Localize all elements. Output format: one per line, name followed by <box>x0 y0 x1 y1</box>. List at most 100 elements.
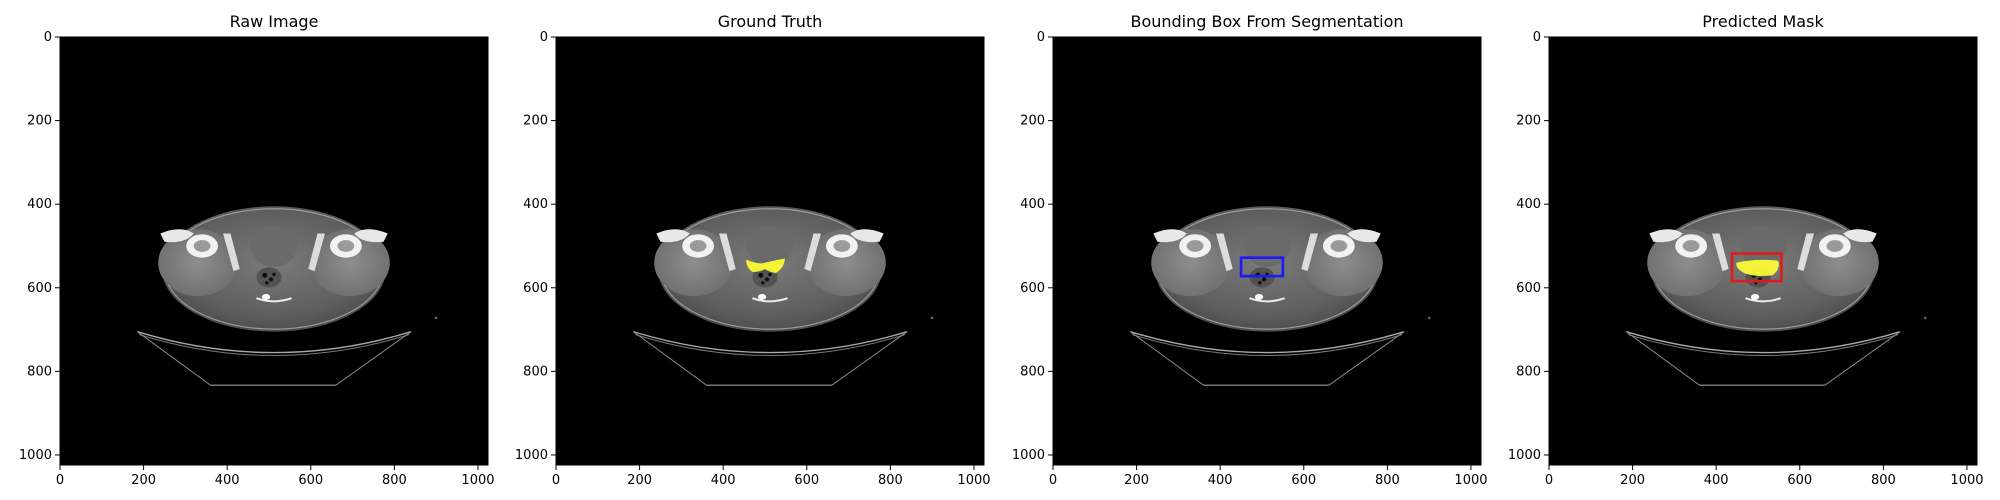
bladder <box>1740 225 1786 267</box>
table-leg-right <box>335 331 412 386</box>
ct-table <box>1626 316 1927 386</box>
y-tick-label: 800 <box>1020 364 1045 379</box>
marker-dot <box>1427 316 1431 320</box>
air-bubble <box>764 277 770 282</box>
right-acetabulum <box>1301 233 1318 272</box>
y-tick-label: 0 <box>540 30 548 45</box>
y-tick-label: 400 <box>1020 197 1045 212</box>
table-leg-right <box>1824 331 1901 386</box>
sacral-bone <box>261 294 271 300</box>
table-leg-right <box>1328 331 1405 386</box>
right-ilium <box>354 229 388 243</box>
coccyx <box>256 297 292 303</box>
x-tick-label: 800 <box>878 473 903 488</box>
x-tick-label: 1000 <box>1454 473 1487 488</box>
y-tick-label: 600 <box>523 281 548 296</box>
x-tick-label: 800 <box>1871 473 1896 488</box>
y-tick-label: 600 <box>1516 281 1541 296</box>
x-tick-label: 400 <box>1704 473 1729 488</box>
x-tick-label: 600 <box>794 473 819 488</box>
rectum <box>752 267 778 288</box>
air-bubble <box>768 272 772 277</box>
coccyx <box>752 297 788 303</box>
x-tick-label: 1000 <box>461 473 494 488</box>
image-content <box>1626 206 1927 386</box>
marker-dot <box>1923 316 1927 320</box>
pelvic-bones <box>1649 229 1877 303</box>
y-tick-label: 0 <box>1037 30 1045 45</box>
panel-title: Predicted Mask <box>1702 12 1824 31</box>
sacral-bone <box>757 294 767 300</box>
ct-anatomy <box>158 206 390 332</box>
air-bubble <box>268 277 274 282</box>
x-tick-label: 200 <box>1620 473 1645 488</box>
predicted-box <box>1730 252 1783 283</box>
panel-bbox: Bounding Box From Segmentation 0 200 400 600… <box>1012 12 1488 488</box>
right-ilium <box>850 229 884 243</box>
table-top <box>1626 330 1901 354</box>
y-tick-label: 200 <box>27 114 52 129</box>
left-femoral-core <box>1682 240 1700 252</box>
segmentation-mask <box>746 258 786 274</box>
air-bubble <box>272 272 276 277</box>
x-tick-label: 0 <box>1049 473 1057 488</box>
right-femoral-core <box>1330 240 1348 252</box>
left-acetabulum <box>223 233 240 272</box>
x-tick-label: 0 <box>1545 473 1553 488</box>
y-tick-label: 800 <box>27 364 52 379</box>
pelvic-bones <box>656 229 884 303</box>
coccyx <box>1745 297 1781 303</box>
y-tick-label: 200 <box>1516 114 1541 129</box>
pelvic-bones <box>160 229 388 303</box>
x-tick-label: 1000 <box>1950 473 1983 488</box>
coccyx <box>1249 297 1285 303</box>
y-tick-label: 200 <box>1020 114 1045 129</box>
x-tick-label: 400 <box>711 473 736 488</box>
y-tick-label: 200 <box>523 114 548 129</box>
y-tick-label: 400 <box>27 197 52 212</box>
y-tick-label: 0 <box>1533 30 1541 45</box>
axes-frame <box>1548 36 1978 466</box>
right-acetabulum <box>804 233 821 272</box>
y-tick-label: 1000 <box>1508 448 1541 463</box>
y-tick-label: 0 <box>44 30 52 45</box>
right-femoral-core <box>833 240 851 252</box>
panel-gt: Ground Truth 0 200 400 600 800 1000 0 200 400 600 8… <box>515 12 991 488</box>
right-ilium <box>1347 229 1381 243</box>
air-bubble <box>1261 277 1267 282</box>
air-bubble <box>1258 281 1262 285</box>
air-bubble <box>265 281 269 285</box>
table-top <box>633 330 908 354</box>
y-tick-label: 600 <box>1020 281 1045 296</box>
y-tick-label: 800 <box>523 364 548 379</box>
ct-table <box>1130 316 1431 386</box>
x-tick-label: 600 <box>298 473 323 488</box>
y-tick-label: 400 <box>1516 197 1541 212</box>
table-leg-left <box>137 331 211 386</box>
ct-table <box>633 316 934 386</box>
left-ilium <box>1153 229 1187 243</box>
axes-frame <box>555 36 985 466</box>
table-leg-right <box>831 331 908 386</box>
x-tick-label: 0 <box>552 473 560 488</box>
right-acetabulum <box>1797 233 1814 272</box>
table-leg-left <box>1626 331 1700 386</box>
x-tick-label: 800 <box>1375 473 1400 488</box>
x-tick-label: 200 <box>1124 473 1149 488</box>
left-ilium <box>1649 229 1683 243</box>
table-leg-left <box>633 331 707 386</box>
x-tick-label: 400 <box>1208 473 1233 488</box>
left-acetabulum <box>719 233 736 272</box>
ct-table <box>137 316 438 386</box>
bladder <box>251 225 297 267</box>
sacral-bone <box>1750 294 1760 300</box>
left-femoral-core <box>1186 240 1204 252</box>
left-femoral-core <box>193 240 211 252</box>
x-tick-label: 800 <box>382 473 407 488</box>
y-tick-label: 1000 <box>19 448 52 463</box>
marker-dot <box>930 316 934 320</box>
panel-raw: Raw Image 0 200 400 600 800 1000 0 200 400 600 800 1… <box>19 12 495 488</box>
image-content <box>633 206 934 386</box>
x-tick-label: 200 <box>627 473 652 488</box>
